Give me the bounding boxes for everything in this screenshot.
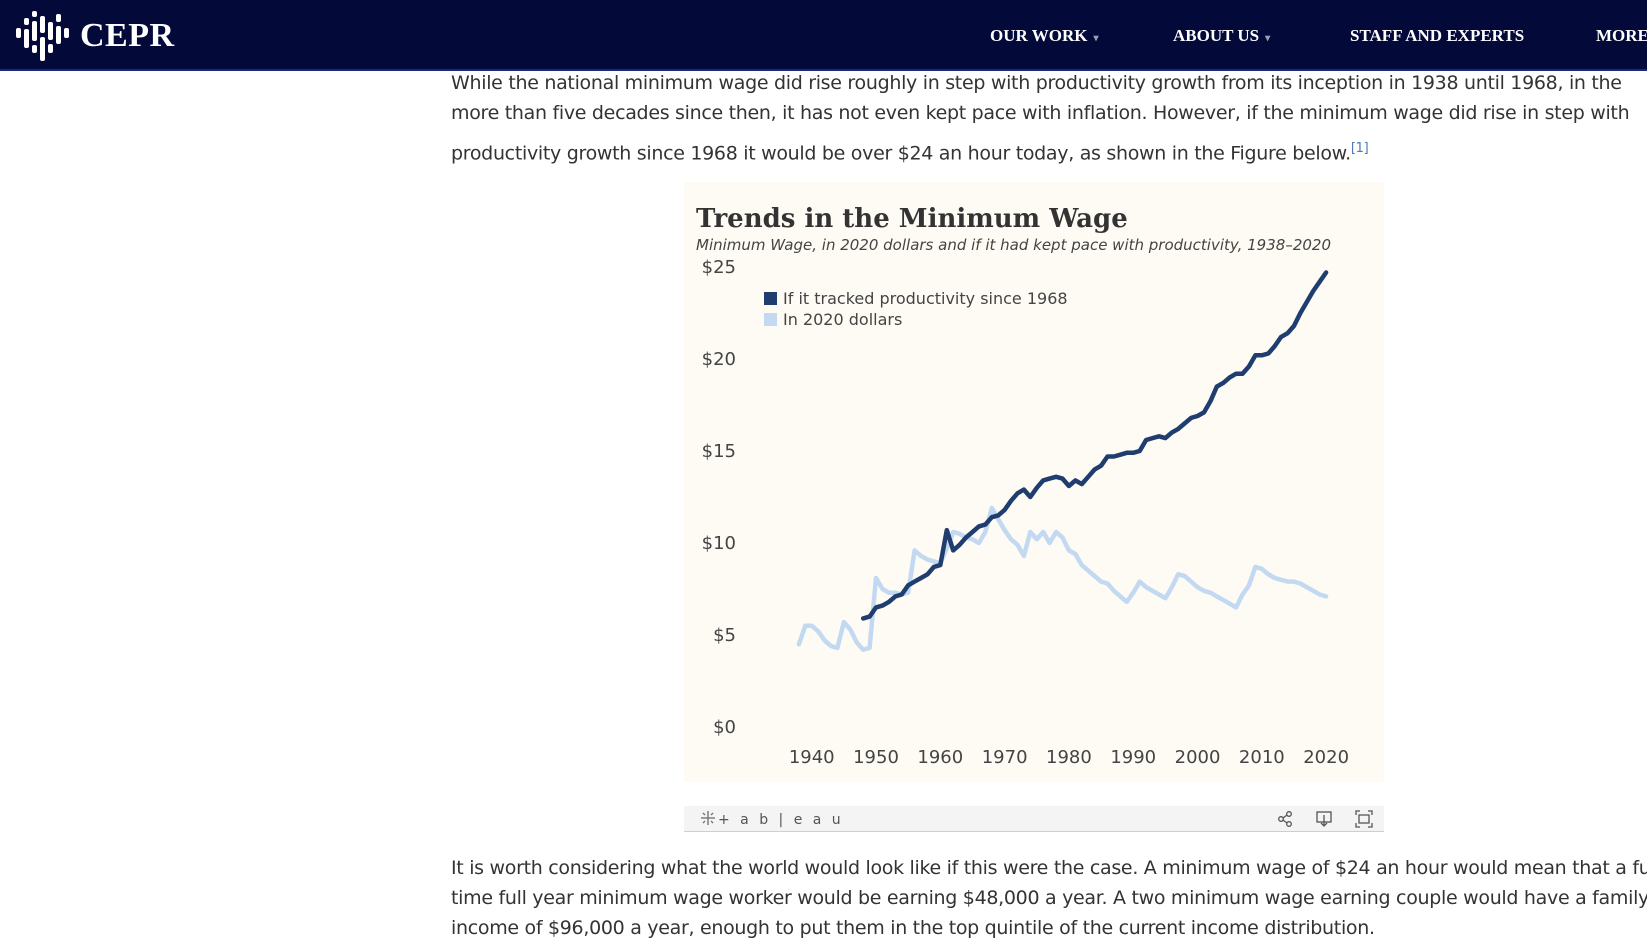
x-tick-label: 2010 [1239,747,1285,768]
y-tick-label: $0 [713,717,736,738]
fullscreen-icon[interactable] [1354,809,1374,829]
outro-line: It is worth considering what the world w… [451,857,1647,879]
x-tick-label: 2000 [1175,747,1221,768]
download-icon[interactable] [1314,809,1334,829]
cepr-logo[interactable]: CEPR [14,8,175,64]
footnote-link[interactable]: [1] [1350,141,1369,156]
outro-line: time full year minimum wage worker would… [451,887,1647,909]
x-tick-label: 1950 [853,747,899,768]
tableau-viz[interactable]: Trends in the Minimum Wage Minimum Wage,… [684,182,1384,782]
chart-title: Trends in the Minimum Wage [696,204,1128,234]
x-tick-label: 1960 [917,747,963,768]
y-tick-label: $20 [702,349,736,370]
nav-more-label: MORE [1596,26,1647,45]
intro-paragraph: While the national minimum wage did rise… [451,68,1631,168]
series-line-2020-dollars[interactable] [796,505,1329,652]
legend-label: In 2020 dollars [783,310,902,329]
legend-swatch [764,292,777,305]
tableau-toolbar: + a b | e a u [684,806,1384,832]
intro-line: more than five decades since then, it ha… [451,102,1630,124]
nav-about-us[interactable]: ABOUT US ▾ [1173,26,1270,46]
legend-swatch [764,313,777,326]
nav-our-work-label: OUR WORK [990,26,1088,45]
tableau-logo-icon [701,811,715,825]
outro-line: income of $96,000 a year, enough to put … [451,917,1375,939]
x-tick-label: 2020 [1303,747,1349,768]
nav-more[interactable]: MORE [1596,26,1647,46]
intro-line: productivity growth since 1968 it would … [451,134,1631,168]
share-icon[interactable] [1275,809,1295,829]
intro-line: While the national minimum wage did rise… [451,72,1622,94]
tableau-logo-text: + a b | e a u [718,812,844,828]
nav-our-work[interactable]: OUR WORK ▾ [990,26,1098,46]
site-header: CEPR OUR WORK ▾ ABOUT US ▾ STAFF AND EXPER… [0,0,1647,71]
cepr-logo-icon [16,11,69,61]
nav-about-us-label: ABOUT US [1173,26,1260,45]
y-tick-label: $5 [713,625,736,646]
legend-label: If it tracked productivity since 1968 [783,289,1068,308]
logo-text: CEPR [80,17,175,54]
x-tick-label: 1970 [982,747,1028,768]
nav-staff-and-experts[interactable]: STAFF AND EXPERTS [1350,26,1524,46]
intro-line-text: productivity growth since 1968 it would … [451,142,1351,165]
tableau-logo[interactable]: + a b | e a u [700,810,844,828]
chart-plot: $0 $5 $10 $15 $20 $25 1940 1950 1960 1970 1980 199… [702,257,1349,768]
outro-paragraph: It is worth considering what the world w… [451,853,1647,943]
y-tick-label: $25 [702,257,736,278]
chevron-down-icon: ▾ [1093,33,1099,44]
y-tick-label: $15 [702,441,736,462]
x-tick-label: 1980 [1046,747,1092,768]
series-line-productivity[interactable] [860,270,1329,621]
nav-staff-label: STAFF AND EXPERTS [1350,26,1525,45]
chart-subtitle: Minimum Wage, in 2020 dollars and if it … [696,236,1331,254]
y-tick-label: $10 [702,533,736,554]
x-tick-label: 1990 [1110,747,1156,768]
x-tick-label: 1940 [789,747,835,768]
chevron-down-icon: ▾ [1265,33,1271,44]
